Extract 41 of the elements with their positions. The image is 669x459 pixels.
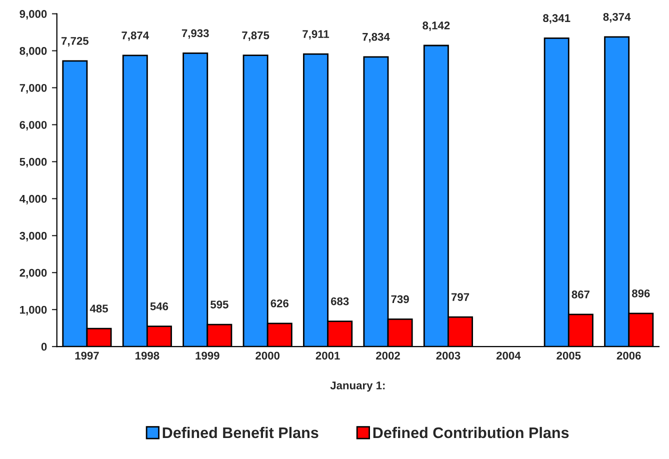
x-tick-label: 2006 [616,352,641,360]
x-tick-label: 1997 [75,352,99,360]
data-label: 8,374 [603,12,631,22]
y-tick-label: 7,000 [20,84,47,94]
y-tick-label: 4,000 [20,194,47,204]
x-tick-label: 2000 [256,352,280,360]
y-tick-label: 8,000 [20,47,47,56]
data-label: 739 [391,295,409,304]
data-label: 7,911 [302,30,330,40]
data-label: 595 [210,300,228,308]
legend-label: Defined Benefit Plans [162,426,318,438]
data-label: 683 [330,297,349,306]
data-label: 8,142 [422,22,450,32]
data-label: 8,341 [543,14,570,24]
y-tick-label: 2,000 [20,268,47,278]
y-tick-label: 3,000 [20,232,47,242]
x-tick-label: 2004 [496,352,521,360]
x-tick-label: 2003 [436,352,460,360]
y-tick-label: 0 [41,342,47,351]
data-label: 626 [270,299,289,308]
data-label: 7,834 [362,32,390,42]
x-tick-label: 1998 [136,352,160,360]
x-tick-label: 2001 [316,352,340,360]
data-label: 7,874 [122,31,149,41]
y-tick-label: 5,000 [20,158,47,168]
x-tick-label: 1999 [196,352,220,360]
data-label: 7,725 [62,36,89,46]
data-label: 797 [451,293,470,301]
data-label: 896 [632,289,650,298]
x-axis-title: January 1: [330,382,385,392]
legend-label: Defined Contribution Plans [373,426,569,438]
data-label: 7,875 [242,31,270,41]
y-tick-label: 6,000 [20,120,47,130]
y-tick-label: 1,000 [20,306,47,316]
data-label: 485 [90,304,108,313]
data-label: 867 [572,290,590,298]
data-label: 546 [150,302,168,310]
y-tick-label: 9,000 [20,10,47,20]
x-tick-label: 2002 [376,352,400,360]
data-label: 7,933 [182,29,209,39]
x-tick-label: 2005 [556,352,581,360]
